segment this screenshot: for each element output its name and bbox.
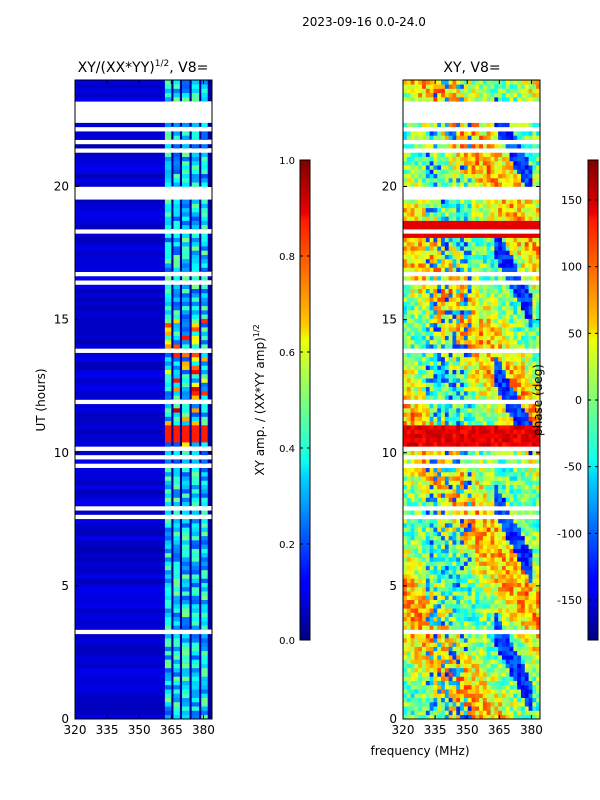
- amplitude-colorbar-label-main: XY amp. / (XX*YY amp): [253, 337, 267, 475]
- phase-axes-frame: [402, 79, 541, 720]
- phase-colorbar-ticks: -150 -100 -50 0 50 100 150: [557, 194, 598, 607]
- figure-suptitle: 2023-09-16 0.0-24.0: [302, 15, 426, 29]
- colorbar-tick-label: 0.8: [279, 252, 295, 263]
- amplitude-colorbar: 0.0 0.2 0.4 0.6 0.8 1.0 XY amp. / (XX*YY amp)…: [252, 156, 311, 647]
- y-tick-label: 10: [382, 446, 397, 460]
- amplitude-panel: XY/(XX*YY)1/2, V8= 320 335 350 365 380 0 5 10 1…: [34, 59, 215, 737]
- colorbar-tick-label: -150: [557, 594, 582, 607]
- x-tick-label: 380: [520, 723, 543, 737]
- amplitude-colorbar-label-sup: 1/2: [252, 324, 261, 337]
- phase-colorbar-label: phase (deg): [531, 364, 545, 436]
- colorbar-tick-label: 0.0: [279, 636, 295, 647]
- colorbar-tick-label: 150: [561, 194, 582, 207]
- y-tick-label: 15: [54, 313, 69, 327]
- colorbar-tick-label: 0.6: [279, 348, 295, 359]
- phase-title: XY, V8=: [443, 60, 500, 76]
- y-tick-label: 10: [54, 446, 69, 460]
- colorbar-tick-label: -100: [557, 527, 582, 540]
- colorbar-tick-label: 0.2: [279, 540, 295, 551]
- amplitude-title-main: XY/(XX*YY): [78, 60, 155, 76]
- colorbar-tick-label: -50: [564, 461, 582, 474]
- x-tick-label: 365: [488, 723, 511, 737]
- amplitude-title: XY/(XX*YY)1/2, V8=: [78, 59, 209, 76]
- y-tick-label: 20: [382, 180, 397, 194]
- amplitude-colorbar-gradient: [299, 159, 311, 641]
- colorbar-tick-label: 100: [561, 261, 582, 274]
- x-tick-label: 320: [64, 723, 87, 737]
- amplitude-x-ticks: 320 335 350 365 380: [64, 80, 215, 737]
- x-tick-label: 335: [96, 723, 119, 737]
- phase-colorbar: -150 -100 -50 0 50 100 150 phase (deg): [531, 159, 599, 641]
- x-tick-label: 320: [392, 723, 415, 737]
- amplitude-colorbar-ticks: 0.0 0.2 0.4 0.6 0.8 1.0: [279, 156, 310, 647]
- amplitude-heatmap: [75, 80, 212, 719]
- phase-xlabel: frequency (MHz): [370, 744, 469, 758]
- amplitude-title-suffix: , V8=: [169, 60, 208, 76]
- phase-x-ticks: 320 335 350 365 380: [392, 80, 543, 737]
- x-tick-label: 350: [456, 723, 479, 737]
- phase-heatmap: [403, 80, 540, 719]
- y-tick-label: 0: [61, 712, 69, 726]
- y-tick-label: 5: [389, 579, 397, 593]
- colorbar-tick-label: 0.4: [279, 444, 295, 455]
- phase-y-ticks: 0 5 10 15 20: [382, 180, 540, 726]
- amplitude-axes-frame: [74, 79, 213, 720]
- amplitude-colorbar-label: XY amp. / (XX*YY amp)1/2: [252, 324, 267, 475]
- amplitude-ylabel: UT (hours): [34, 368, 48, 431]
- amplitude-title-sup: 1/2: [155, 59, 169, 69]
- y-tick-label: 0: [389, 712, 397, 726]
- amplitude-y-ticks: 0 5 10 15 20: [54, 180, 212, 726]
- y-tick-label: 5: [61, 579, 69, 593]
- x-tick-label: 350: [128, 723, 151, 737]
- x-tick-label: 335: [424, 723, 447, 737]
- x-tick-label: 365: [160, 723, 183, 737]
- phase-panel: XY, V8= 320 335 350 365 380 0 5 10 15 20 frequen…: [370, 60, 542, 758]
- y-tick-label: 15: [382, 313, 397, 327]
- colorbar-tick-label: 1.0: [279, 156, 295, 167]
- y-tick-label: 20: [54, 180, 69, 194]
- colorbar-tick-label: 50: [568, 327, 582, 340]
- x-tick-label: 380: [192, 723, 215, 737]
- colorbar-tick-label: 0: [575, 394, 582, 407]
